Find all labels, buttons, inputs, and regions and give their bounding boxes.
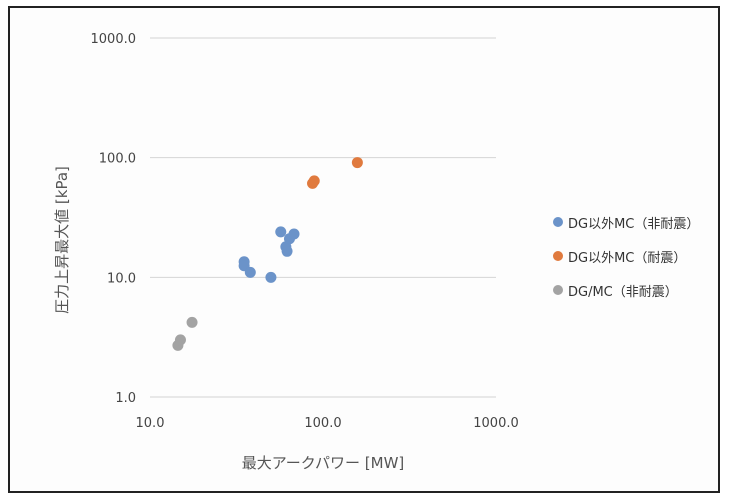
y-tick-label: 1000.0 — [91, 32, 137, 47]
data-point — [288, 228, 300, 240]
y-axis-ticks: 1.0 10.0 100.0 1000.0 — [91, 32, 137, 406]
y-axis-label: 圧力上昇最大値 [kPa] — [53, 166, 71, 314]
data-point — [244, 266, 256, 278]
legend-label: DG/MC（非耐震） — [568, 284, 678, 300]
data-point — [275, 226, 287, 238]
data-points — [172, 157, 363, 351]
chart-frame — [8, 6, 720, 493]
legend-marker — [553, 251, 563, 261]
legend-marker — [553, 217, 563, 227]
legend-label: DG以外MC（耐震） — [568, 250, 687, 266]
x-axis-label: 最大アークパワー [MW] — [242, 454, 405, 472]
data-point — [174, 334, 186, 346]
legend-item: DG以外MC（耐震） — [553, 239, 699, 273]
data-point — [281, 245, 293, 257]
data-point — [351, 157, 363, 169]
data-point — [265, 271, 277, 283]
x-tick-label: 1000.0 — [473, 416, 519, 431]
x-axis-ticks: 10.0 100.0 1000.0 — [136, 416, 519, 431]
legend-item: DG/MC（非耐震） — [553, 273, 699, 307]
grid-lines — [150, 37, 496, 398]
data-point — [186, 316, 198, 328]
legend-item: DG以外MC（非耐震） — [553, 205, 699, 239]
legend: DG以外MC（非耐震） DG以外MC（耐震） DG/MC（非耐震） — [553, 205, 699, 307]
y-tick-label: 10.0 — [107, 271, 136, 286]
y-tick-label: 1.0 — [115, 391, 136, 406]
y-tick-label: 100.0 — [99, 152, 136, 167]
x-tick-label: 10.0 — [136, 416, 165, 431]
legend-label: DG以外MC（非耐震） — [568, 216, 700, 232]
legend-marker — [553, 285, 563, 295]
x-tick-label: 100.0 — [304, 416, 341, 431]
data-point — [308, 175, 320, 187]
